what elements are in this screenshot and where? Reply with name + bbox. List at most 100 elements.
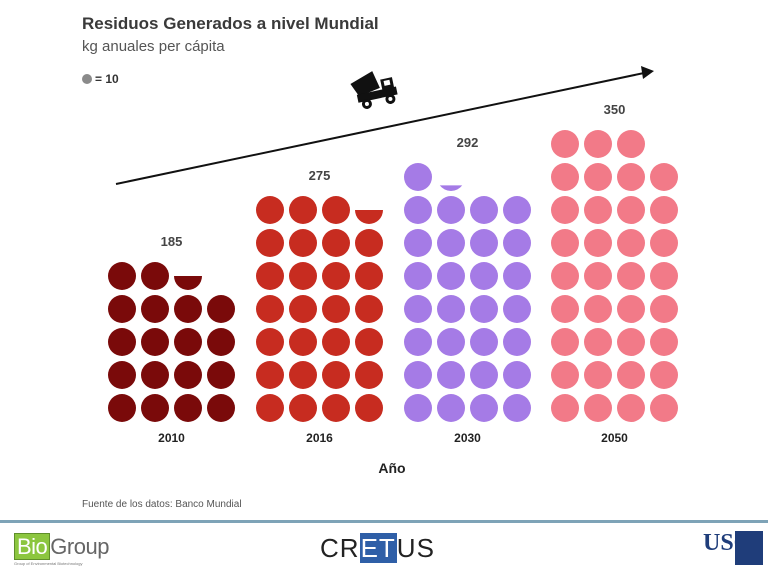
pictogram-circle <box>617 394 645 422</box>
pictogram-circle <box>437 295 465 323</box>
pictogram-circle <box>584 196 612 224</box>
pictogram-circle <box>503 262 531 290</box>
pictogram-circle <box>470 229 498 257</box>
pictogram-circle <box>256 262 284 290</box>
biogroup-logo: Bio Group <box>14 533 109 560</box>
chart-title: Residuos Generados a nivel Mundial <box>82 14 379 33</box>
pictogram-circle <box>256 196 284 224</box>
pictogram-circle <box>437 262 465 290</box>
pictogram-circle <box>584 163 612 191</box>
pictogram-circle <box>470 262 498 290</box>
pictogram-circle <box>256 328 284 356</box>
pictogram-circle <box>174 394 202 422</box>
pictogram-circle <box>322 295 350 323</box>
pictogram-circle <box>355 394 383 422</box>
pictogram-circle <box>617 295 645 323</box>
pictogram-circle <box>322 229 350 257</box>
pictogram-circle <box>617 361 645 389</box>
pictogram-circle <box>584 328 612 356</box>
pictogram-circle <box>650 361 678 389</box>
category-label: 2016 <box>306 431 333 445</box>
category-label: 2010 <box>158 431 185 445</box>
pictogram-circle <box>551 196 579 224</box>
pictogram-circle <box>355 262 383 290</box>
pictogram-circle <box>108 394 136 422</box>
pictogram-circle <box>256 361 284 389</box>
usc-seal-icon <box>735 531 763 565</box>
pictogram-circle <box>141 262 169 290</box>
pictogram-circle <box>437 229 465 257</box>
pictogram-circle <box>584 130 612 158</box>
pictogram-circle <box>256 229 284 257</box>
pictogram-circle <box>551 295 579 323</box>
pictogram-circle <box>470 361 498 389</box>
source-note: Fuente de los datos: Banco Mundial <box>82 499 242 510</box>
pictogram-circle <box>141 328 169 356</box>
pictogram-circle <box>617 196 645 224</box>
pictogram-circle <box>584 394 612 422</box>
pictogram-circle <box>551 130 579 158</box>
pictogram-circle <box>503 295 531 323</box>
pictogram-circle <box>174 328 202 356</box>
pictogram-circle <box>650 196 678 224</box>
pictogram-circle <box>551 229 579 257</box>
pictogram-circle <box>470 196 498 224</box>
value-label: 292 <box>457 135 479 150</box>
pictogram-circle <box>584 361 612 389</box>
pictogram-circle <box>617 262 645 290</box>
value-label: 350 <box>604 102 626 117</box>
pictogram-circle <box>322 328 350 356</box>
pictogram-circle <box>551 163 579 191</box>
pictogram-circle <box>207 361 235 389</box>
biogroup-logo-subtitle: Group of Environmental Biotechnology <box>14 561 83 566</box>
trend-arrow-head <box>641 66 654 79</box>
pictogram-circle <box>404 394 432 422</box>
pictogram-circle <box>289 394 317 422</box>
x-axis-label: Año <box>378 460 405 476</box>
pictogram-circle <box>584 295 612 323</box>
pictogram-circle <box>355 328 383 356</box>
pictogram-circle <box>256 394 284 422</box>
pictogram-circle <box>404 229 432 257</box>
pictogram-circle <box>289 328 317 356</box>
pictogram-circle <box>289 196 317 224</box>
pictogram-circle <box>503 394 531 422</box>
pictogram-circle <box>617 229 645 257</box>
pictogram-circle <box>207 295 235 323</box>
value-label: 185 <box>161 234 183 249</box>
pictogram-circle <box>617 130 645 158</box>
pictogram-circle <box>551 361 579 389</box>
pictogram-circle <box>404 262 432 290</box>
pictogram-circle <box>404 196 432 224</box>
pictogram-circle <box>470 394 498 422</box>
pictogram-circle <box>404 361 432 389</box>
chart: 185 2010 275 2016 292 2030 350 2050 Año <box>108 66 678 476</box>
pictogram-circle <box>650 295 678 323</box>
trend-arrow-line <box>115 72 645 185</box>
pictogram-circle <box>322 394 350 422</box>
pictogram-circle <box>108 262 136 290</box>
pictogram-circle <box>355 229 383 257</box>
chart-subtitle: kg anuales per cápita <box>82 38 225 55</box>
pictogram-circle <box>437 328 465 356</box>
legend: = 10 <box>82 72 119 86</box>
footer-divider <box>0 520 768 523</box>
category-label: 2030 <box>454 431 481 445</box>
pictogram-partial-circle <box>439 185 463 192</box>
pictogram-circle <box>584 262 612 290</box>
cretus-logo: CRETUS <box>320 533 435 563</box>
pictogram-circle <box>207 328 235 356</box>
pictogram-circle <box>503 196 531 224</box>
pictogram-circle <box>289 229 317 257</box>
pictogram-circle <box>551 262 579 290</box>
pictogram-circle <box>174 295 202 323</box>
pictogram-circle <box>322 361 350 389</box>
pictogram-circle <box>174 361 202 389</box>
pictogram-circle <box>404 295 432 323</box>
pictogram-circle <box>256 295 284 323</box>
pictogram-circle <box>437 196 465 224</box>
pictogram-partial-circle <box>355 210 383 224</box>
dump-truck-icon <box>350 71 398 109</box>
pictogram-circle <box>289 262 317 290</box>
pictogram-circle <box>355 295 383 323</box>
